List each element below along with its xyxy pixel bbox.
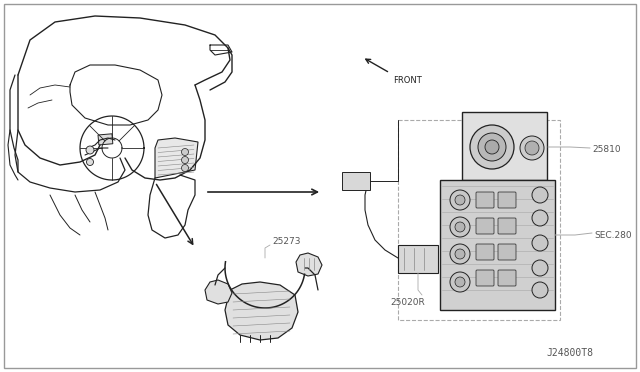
Polygon shape <box>225 282 298 340</box>
FancyBboxPatch shape <box>476 270 494 286</box>
Circle shape <box>455 195 465 205</box>
Circle shape <box>182 164 189 171</box>
Circle shape <box>450 244 470 264</box>
Circle shape <box>182 148 189 155</box>
Circle shape <box>86 146 94 154</box>
Circle shape <box>532 260 548 276</box>
Circle shape <box>478 133 506 161</box>
FancyBboxPatch shape <box>498 218 516 234</box>
Polygon shape <box>205 280 232 304</box>
Circle shape <box>532 210 548 226</box>
Polygon shape <box>296 253 322 276</box>
Text: SEC.280: SEC.280 <box>594 231 632 241</box>
Circle shape <box>450 217 470 237</box>
Text: 25020R: 25020R <box>390 298 425 307</box>
FancyBboxPatch shape <box>476 244 494 260</box>
Circle shape <box>532 282 548 298</box>
Bar <box>440 180 555 310</box>
Text: J24800T8: J24800T8 <box>547 348 593 358</box>
FancyBboxPatch shape <box>476 192 494 208</box>
FancyBboxPatch shape <box>498 192 516 208</box>
Bar <box>398 245 438 273</box>
Circle shape <box>485 140 499 154</box>
Circle shape <box>450 190 470 210</box>
Polygon shape <box>155 138 198 178</box>
Text: FRONT: FRONT <box>393 76 422 85</box>
Circle shape <box>470 125 514 169</box>
Circle shape <box>182 157 189 164</box>
Bar <box>98 134 113 145</box>
Bar <box>462 112 547 180</box>
FancyBboxPatch shape <box>476 218 494 234</box>
Circle shape <box>455 222 465 232</box>
Bar <box>342 172 370 190</box>
Circle shape <box>86 158 93 166</box>
Circle shape <box>532 235 548 251</box>
FancyBboxPatch shape <box>498 244 516 260</box>
Circle shape <box>455 249 465 259</box>
Text: 25273: 25273 <box>272 237 301 246</box>
Circle shape <box>532 187 548 203</box>
Circle shape <box>450 272 470 292</box>
Circle shape <box>520 136 544 160</box>
Text: 25810: 25810 <box>592 145 621 154</box>
Circle shape <box>455 277 465 287</box>
FancyBboxPatch shape <box>498 270 516 286</box>
Circle shape <box>525 141 539 155</box>
Bar <box>398 120 560 320</box>
